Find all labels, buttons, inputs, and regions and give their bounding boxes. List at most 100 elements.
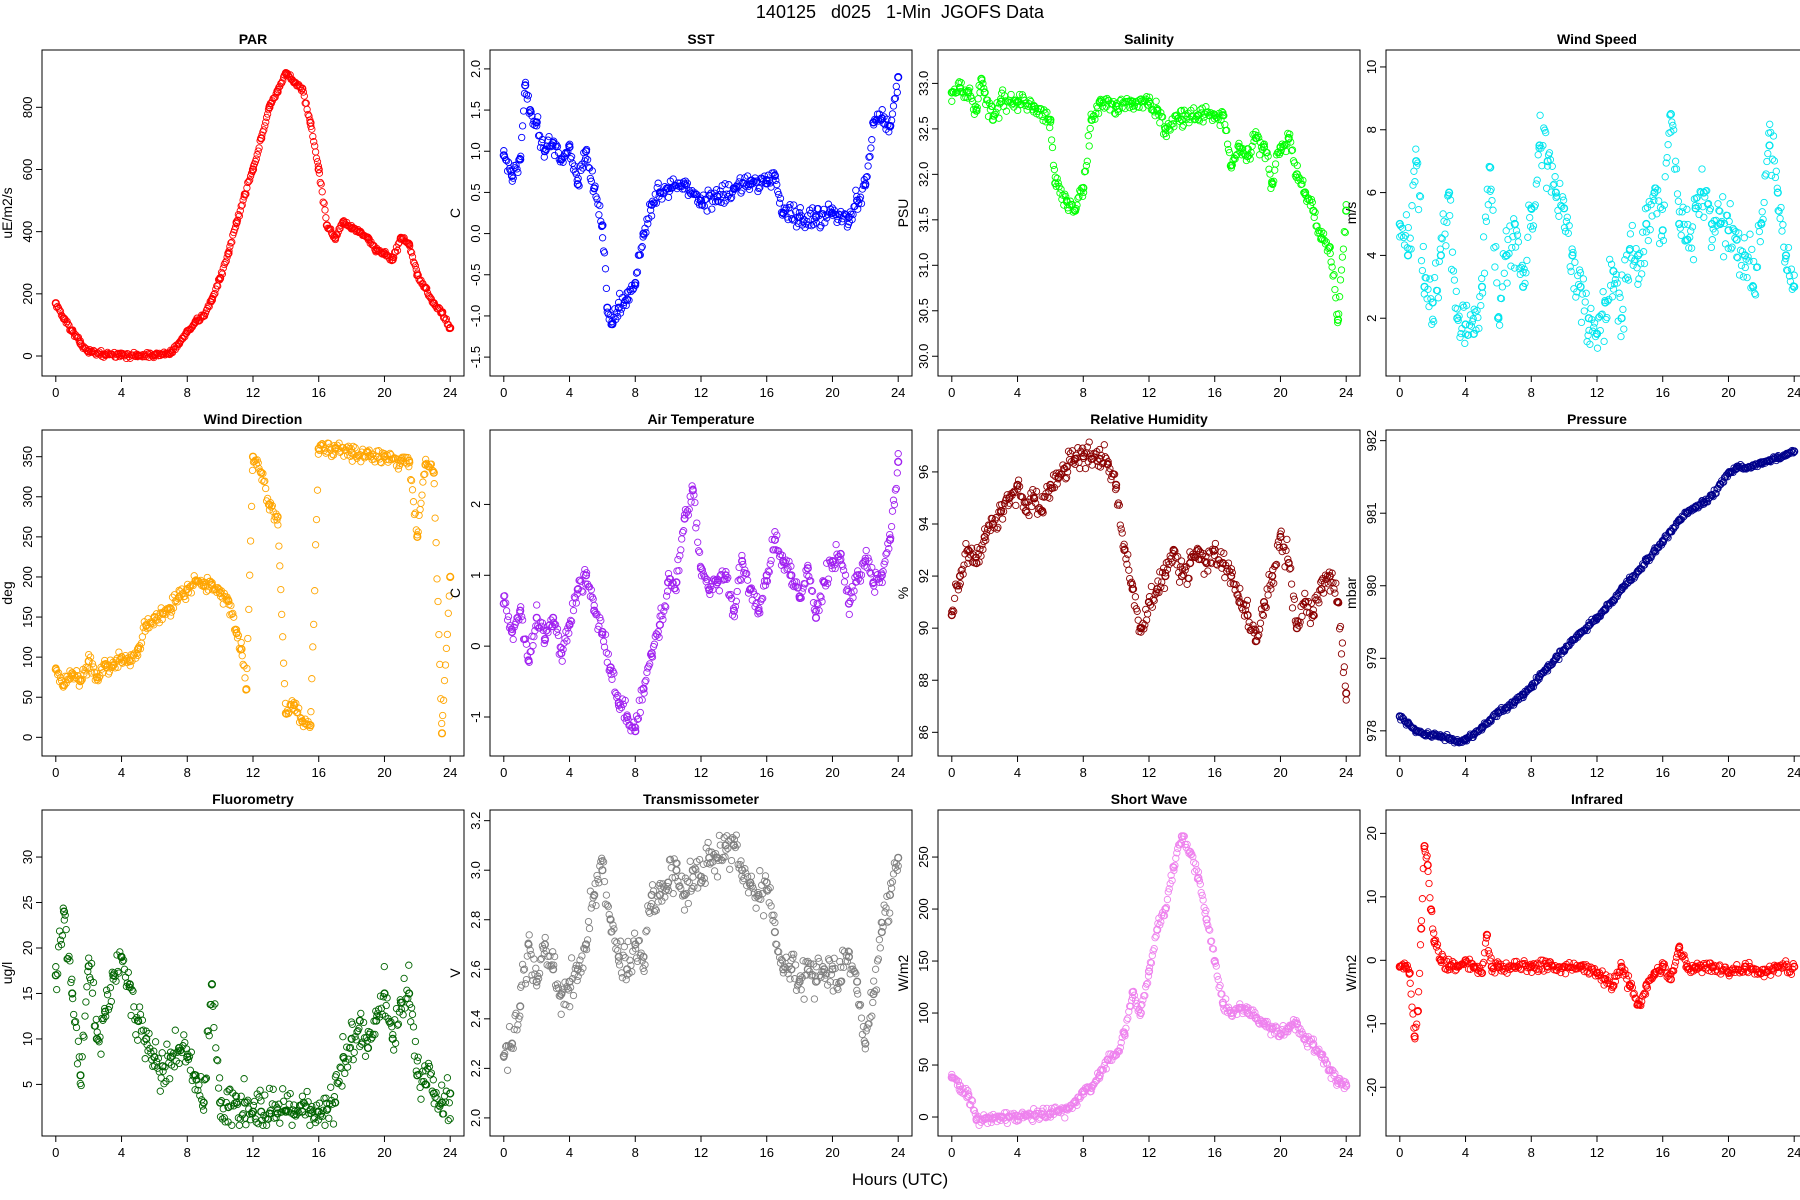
data-point bbox=[1502, 251, 1511, 260]
x-tick-label: 20 bbox=[825, 765, 839, 780]
data-point-sample bbox=[651, 190, 659, 198]
data-point-sample bbox=[260, 126, 268, 134]
x-tick-label: 20 bbox=[1273, 765, 1287, 780]
data-point-sample bbox=[1266, 170, 1274, 178]
data-point bbox=[762, 878, 771, 887]
data-point-sample bbox=[234, 631, 243, 640]
data-point bbox=[273, 512, 282, 521]
data-point-sample bbox=[509, 635, 517, 644]
data-point-sample bbox=[1555, 212, 1563, 220]
data-point-sample bbox=[1784, 243, 1793, 252]
data-point-sample bbox=[312, 515, 321, 524]
data-point-sample bbox=[1551, 173, 1559, 181]
data-point bbox=[1111, 101, 1121, 111]
data-point-sample bbox=[1462, 301, 1471, 310]
data-point-sample bbox=[752, 904, 760, 912]
y-tick-label: 20 bbox=[20, 941, 35, 955]
data-point-sample bbox=[1270, 177, 1278, 185]
data-point-sample bbox=[1079, 188, 1088, 197]
data-point bbox=[257, 468, 266, 477]
data-point-sample bbox=[613, 939, 621, 947]
y-tick-label: 2.2 bbox=[468, 1059, 483, 1077]
data-point-sample bbox=[1789, 282, 1797, 290]
data-point-sample bbox=[1329, 272, 1337, 280]
data-point-sample bbox=[1414, 205, 1423, 214]
data-point-sample bbox=[1225, 148, 1234, 157]
data-point-sample bbox=[857, 1014, 866, 1022]
data-point-sample bbox=[1539, 141, 1547, 150]
data-point-sample bbox=[1650, 196, 1658, 205]
data-point bbox=[1333, 315, 1343, 325]
data-point-sample bbox=[1653, 210, 1661, 218]
data-point-sample bbox=[1490, 244, 1498, 252]
data-point-sample bbox=[566, 140, 574, 148]
data-point-sample bbox=[1768, 155, 1777, 163]
data-point-sample bbox=[1664, 141, 1672, 149]
x-tick-label: 4 bbox=[1014, 385, 1021, 400]
data-point bbox=[1691, 204, 1700, 213]
data-point-sample bbox=[74, 1037, 83, 1045]
data-point bbox=[516, 155, 525, 164]
data-point-sample bbox=[1341, 682, 1349, 690]
data-point-sample bbox=[414, 1053, 422, 1061]
data-point bbox=[680, 180, 689, 189]
data-point-sample bbox=[103, 991, 112, 999]
data-point-sample bbox=[1270, 579, 1278, 587]
data-point-sample bbox=[1671, 157, 1680, 165]
data-point-sample bbox=[318, 188, 326, 196]
data-point-sample bbox=[1762, 170, 1770, 178]
data-point bbox=[1128, 97, 1137, 106]
data-point-sample bbox=[1673, 190, 1682, 198]
data-point bbox=[1477, 282, 1487, 291]
data-point-sample bbox=[786, 201, 794, 209]
data-point-sample bbox=[803, 571, 811, 579]
data-point bbox=[429, 1089, 438, 1098]
data-point-sample bbox=[270, 94, 278, 102]
data-point-sample bbox=[1457, 329, 1465, 338]
data-point-sample bbox=[1526, 213, 1534, 222]
x-tick-label: 12 bbox=[1142, 765, 1156, 780]
data-point bbox=[672, 866, 681, 875]
data-point-sample bbox=[1615, 289, 1623, 297]
x-tick-label: 0 bbox=[52, 1145, 59, 1160]
y-tick-label: 94 bbox=[916, 517, 931, 531]
data-point bbox=[1144, 97, 1154, 106]
data-point-sample bbox=[1211, 539, 1220, 548]
data-point-sample bbox=[73, 1060, 82, 1068]
y-tick-label: -0.5 bbox=[468, 264, 483, 286]
data-point bbox=[1494, 314, 1503, 323]
data-point-sample bbox=[503, 1066, 512, 1074]
data-point-sample bbox=[202, 587, 211, 596]
data-point-sample bbox=[1706, 205, 1715, 213]
data-point bbox=[1325, 243, 1334, 252]
y-tick-label: 1.5 bbox=[468, 101, 483, 119]
data-point bbox=[1177, 115, 1187, 124]
data-point bbox=[894, 72, 903, 82]
data-point-sample bbox=[876, 944, 884, 952]
x-tick-label: 16 bbox=[759, 385, 773, 400]
panel-title: PAR bbox=[239, 31, 268, 47]
data-point-sample bbox=[619, 301, 627, 310]
data-point-sample bbox=[1695, 210, 1703, 219]
data-point-sample bbox=[408, 253, 417, 261]
data-point-sample bbox=[1482, 217, 1491, 226]
y-tick-label: 2.8 bbox=[468, 911, 483, 929]
data-point-sample bbox=[1502, 227, 1510, 235]
data-point-sample bbox=[1337, 650, 1346, 658]
y-tick-label: 350 bbox=[20, 446, 35, 468]
data-point-sample bbox=[1780, 243, 1788, 251]
data-point-sample bbox=[1616, 293, 1624, 302]
data-point-sample bbox=[1409, 181, 1417, 189]
data-point bbox=[1251, 133, 1260, 143]
data-point-sample bbox=[1423, 295, 1431, 303]
data-point-sample bbox=[1566, 263, 1574, 271]
data-point bbox=[1235, 143, 1244, 152]
data-point bbox=[869, 118, 878, 127]
y-tick-label: 33.0 bbox=[916, 71, 931, 96]
data-point-sample bbox=[824, 200, 833, 208]
panel-title: Salinity bbox=[1124, 31, 1174, 47]
data-point bbox=[1161, 124, 1170, 133]
data-point-sample bbox=[1536, 111, 1544, 119]
data-point-sample bbox=[1489, 206, 1497, 214]
data-point-sample bbox=[886, 909, 894, 917]
